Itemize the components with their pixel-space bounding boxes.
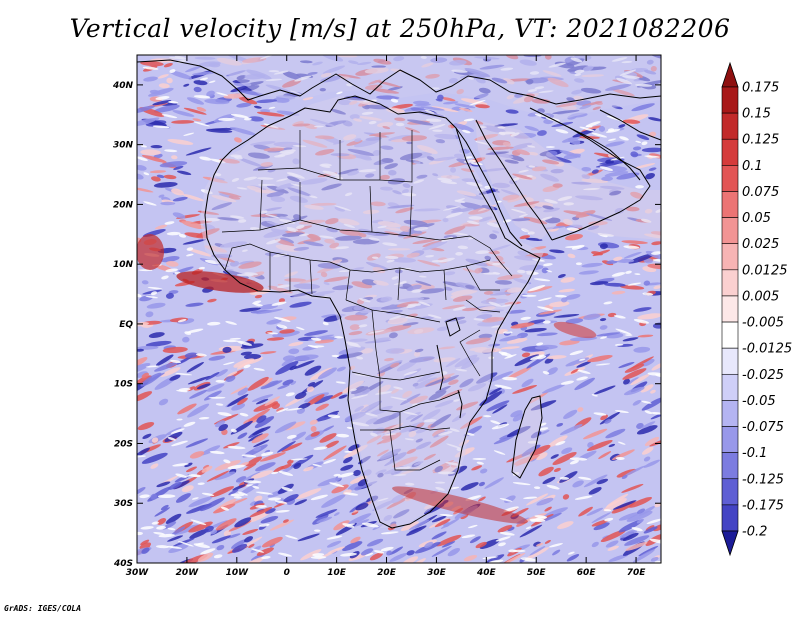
colorbar-segment — [721, 112, 739, 140]
map-title: Vertical velocity [m/s] at 250hPa, VT: 2… — [69, 14, 731, 43]
colorbar-label: 0.025 — [742, 237, 779, 252]
x-tick-label: 10W — [226, 568, 250, 578]
colorbar-segment — [721, 347, 739, 375]
colorbar-top-arrow — [721, 61, 739, 88]
colorbar-segment — [721, 478, 739, 506]
strong-ascent-gulf-of-guinea — [176, 271, 264, 293]
y-tick-label: 20S — [114, 439, 133, 449]
x-tick-label: 20W — [176, 568, 200, 578]
map-frame — [136, 54, 662, 564]
colorbar-segment — [721, 86, 739, 114]
arabian-peninsula-coast — [529, 107, 651, 241]
colorbar-label: 0.175 — [742, 81, 779, 96]
colorbar-segment — [721, 426, 739, 453]
colorbar-label: -0.005 — [742, 316, 784, 331]
colorbar-label: 0.05 — [742, 211, 771, 226]
colorbar-label: 0.1 — [742, 159, 763, 174]
border-north-africa — [257, 130, 413, 183]
colorbar-segment — [721, 217, 739, 245]
country-borders — [221, 130, 513, 471]
persian-gulf-coast — [569, 109, 661, 181]
strong-ascent-west-coast — [137, 234, 164, 270]
madagascar-coastline — [511, 395, 543, 479]
lake-malawi — [457, 389, 463, 419]
colorbar-segment — [721, 452, 739, 480]
europe-landmass — [137, 55, 661, 120]
colorbar: 0.175 0.15 0.125 0.1 0.075 0.05 0.025 0.0125 0.0… — [721, 61, 792, 557]
x-tick-label: 70E — [627, 568, 647, 578]
colorbar-label: -0.025 — [742, 368, 784, 383]
colorbar-label: 0.075 — [742, 185, 779, 200]
colorbar-segment — [721, 321, 739, 349]
border-congo — [345, 299, 441, 381]
colorbar-label: 0.005 — [742, 289, 779, 304]
colorbar-segment — [721, 504, 739, 532]
x-tick-label: 20E — [377, 568, 397, 578]
ascent-indian-ocean — [553, 321, 597, 339]
y-tick-label: 10S — [114, 380, 133, 390]
border-east-africa — [459, 235, 513, 377]
y-tick-label: 20N — [113, 200, 134, 210]
colorbar-segment — [721, 295, 739, 323]
colorbar-label: 0.15 — [742, 107, 771, 122]
grads-credit: GrADS: IGES/COLA — [4, 604, 82, 613]
border-central-africa — [329, 259, 500, 301]
y-tick-label: 40N — [112, 81, 134, 91]
x-tick-label: 10E — [327, 568, 347, 578]
y-tick-label: 10N — [113, 260, 134, 270]
colorbar-label: -0.0125 — [742, 342, 792, 357]
colorbar-label: 0.0125 — [742, 263, 788, 278]
lake-victoria — [445, 317, 461, 337]
colorbar-label: -0.1 — [742, 446, 767, 461]
x-tick-label: 30E — [427, 568, 447, 578]
colorbar-label: -0.2 — [742, 525, 767, 540]
y-tick-label: 40S — [113, 559, 133, 569]
colorbar-label: -0.125 — [742, 472, 784, 487]
colorbar-segment — [721, 373, 739, 401]
colorbar-segment — [721, 191, 739, 218]
colorbar-label: -0.075 — [742, 420, 784, 435]
colorbar-label: 0.125 — [742, 133, 779, 148]
ascent-southern-ocean — [392, 486, 528, 524]
colorbar-bottom-arrow — [721, 530, 739, 557]
colorbar-segment — [721, 165, 739, 192]
x-tick-label: 0 — [284, 568, 290, 578]
coastlines — [137, 59, 661, 529]
africa-coastline — [204, 95, 541, 529]
red-sea-coast — [455, 119, 553, 247]
arabia-landmass — [475, 120, 661, 240]
y-tick-label: 30N — [113, 141, 134, 151]
border-southern-africa — [351, 371, 461, 471]
colorbar-label: -0.05 — [742, 394, 776, 409]
colorbar-label: -0.175 — [742, 498, 784, 513]
y-tick-label: 30S — [114, 499, 133, 509]
colorbar-segment — [721, 243, 739, 271]
x-tick-label: 50E — [527, 568, 547, 578]
x-tick-label: 60E — [577, 568, 597, 578]
colorbar-segment — [721, 400, 739, 427]
x-tick-label: 30W — [126, 568, 150, 578]
map-field — [137, 55, 661, 563]
axis-ticks: 30W 20W 10W 0 10E 20E 30E 40E 50E 60E 70E 40N 30N 20N… — [112, 55, 661, 578]
madagascar-landmass — [512, 396, 542, 478]
border-west-africa — [224, 243, 331, 295]
europe-coastline — [137, 59, 661, 105]
lake-tanganyika — [436, 344, 444, 391]
border-sahel — [221, 179, 471, 241]
y-tick-label: EQ — [119, 320, 133, 330]
x-tick-label: 40E — [476, 568, 497, 578]
colorbar-segment — [721, 138, 739, 166]
colorbar-segment — [721, 269, 739, 297]
